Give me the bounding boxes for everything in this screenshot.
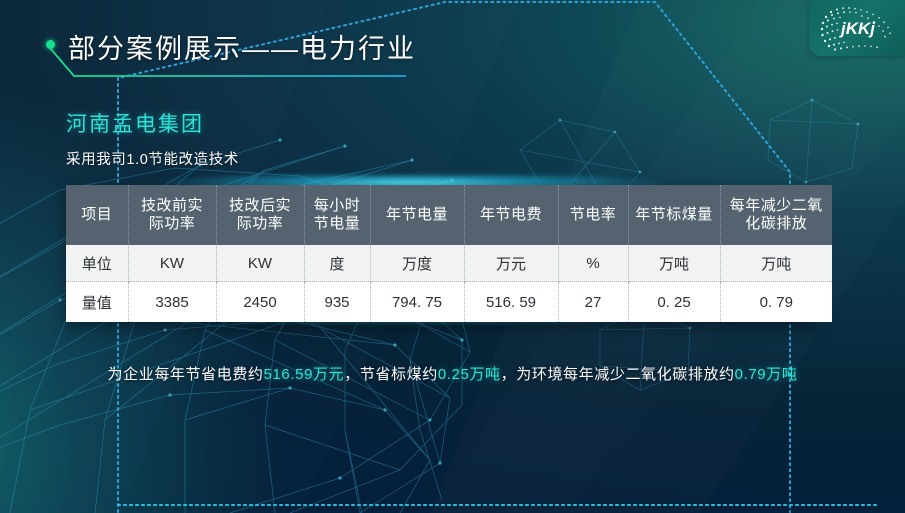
th-line: 技改后实: [228, 197, 291, 215]
title-bullet-dot: [46, 40, 55, 49]
th-line: 技改前实: [140, 197, 203, 215]
table-cell: 2450: [216, 281, 305, 322]
table-row: 单位 KW KW 度 万度 万元 % 万吨 万吨: [66, 245, 832, 282]
table-cell: KW: [128, 245, 217, 282]
th-hourly-saving: 每小时 节电量: [304, 185, 371, 245]
th-power-after: 技改后实 际功率: [216, 185, 305, 245]
th-line: 节电量: [313, 215, 361, 232]
th-annual-kwh: 年节电量: [370, 185, 465, 245]
case-table-header: 项目 技改前实 际功率 技改后实 际功率 每小时 节电量: [66, 185, 832, 245]
table-cell: 0. 79: [720, 281, 832, 322]
case-table: 项目 技改前实 际功率 技改后实 际功率 每小时 节电量: [66, 185, 832, 322]
company-name: 河南孟电集团: [66, 113, 204, 136]
th-item: 项目: [66, 185, 129, 245]
jkkj-logo-icon: jKKj: [820, 7, 891, 51]
th-line: 每小时: [313, 197, 361, 215]
th-line: 年节电量: [385, 206, 448, 224]
company-subtitle: 采用我司1.0节能改造技术: [66, 152, 239, 168]
table-cell: 794. 75: [370, 281, 465, 322]
th-line: 年节电费: [479, 206, 542, 224]
row-label: 单位: [66, 245, 129, 282]
page-title-block: 部分案例展示——电力行业: [46, 34, 606, 92]
summary-statement: 为企业每年节省电费约516.59万元，节省标煤约0.25万吨，为环境每年减少二氧…: [0, 363, 905, 384]
table-cell: 935: [304, 281, 371, 322]
th-standard-coal: 年节标煤量: [628, 185, 721, 245]
table-cell: 万吨: [720, 245, 832, 282]
title-underline: [49, 47, 406, 77]
table-cell: 27: [558, 281, 629, 322]
page-title: 部分案例展示——电力行业: [68, 34, 416, 64]
logo-wordmark: jKKj: [839, 19, 876, 38]
table-header-row: 项目 技改前实 际功率 技改后实 际功率 每小时 节电量: [66, 185, 832, 245]
summary-highlight-coal: 0.25万吨: [437, 366, 501, 383]
th-co2-reduction: 每年减少二氧 化碳排放: [720, 185, 832, 245]
table-cell: 度: [304, 245, 371, 282]
th-line: 化碳排放: [745, 215, 808, 232]
th-power-before: 技改前实 际功率: [128, 185, 217, 245]
table-row: 量值 3385 2450 935 794. 75 516. 59 27 0. 2…: [66, 281, 832, 322]
row-label: 量值: [66, 281, 129, 322]
th-line: 项目: [81, 206, 113, 224]
table-cell: 516. 59: [464, 281, 559, 322]
summary-text-part: ，节省标煤约: [344, 366, 438, 383]
summary-text-part: 为企业每年节省电费约: [107, 366, 264, 383]
table-cell: 万元: [464, 245, 559, 282]
summary-text-part: ，为环境每年减少二氧化碳排放约: [500, 366, 735, 383]
brand-logo: jKKj: [809, 0, 905, 56]
th-line: 际功率: [148, 215, 196, 232]
table-cell: 万度: [370, 245, 465, 282]
table-cell: %: [558, 245, 629, 282]
summary-highlight-cost: 516.59万元: [263, 366, 345, 383]
th-saving-rate: 节电率: [558, 185, 629, 245]
table-cell: 0. 25: [628, 281, 721, 322]
case-table-body: 单位 KW KW 度 万度 万元 % 万吨 万吨 量值 3385 2450 93…: [66, 245, 832, 322]
table-cell: KW: [216, 245, 305, 282]
table-cell: 万吨: [628, 245, 721, 282]
th-line: 节电率: [569, 206, 617, 224]
case-table-container: 项目 技改前实 际功率 技改后实 际功率 每小时 节电量: [66, 185, 832, 322]
summary-highlight-co2: 0.79万吨: [734, 366, 798, 383]
th-annual-cost: 年节电费: [464, 185, 559, 245]
table-cell: 3385: [128, 281, 217, 322]
th-line: 每年减少二氧: [729, 197, 823, 215]
th-line: 年节标煤量: [635, 206, 713, 224]
th-line: 际功率: [236, 215, 284, 232]
